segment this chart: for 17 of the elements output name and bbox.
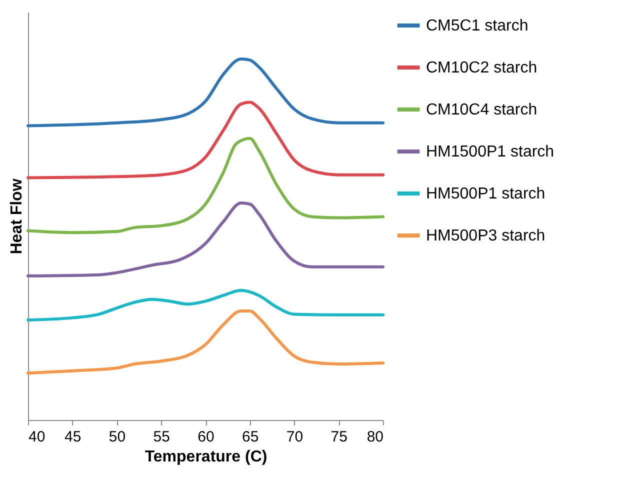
x-tick-label: 60 xyxy=(198,428,214,446)
x-tick-label: 65 xyxy=(242,428,259,446)
x-tick-label: 80 xyxy=(366,428,384,446)
legend-label: HM500P3 starch xyxy=(426,228,546,244)
x-tick-label: 50 xyxy=(108,428,126,446)
legend-label: CM5C1 starch xyxy=(426,18,528,34)
x-tick-label: 40 xyxy=(28,428,46,446)
y-axis-title: Heat Flow xyxy=(8,178,26,254)
x-tick-label: 45 xyxy=(64,428,82,446)
legend-label: HM500P1 starch xyxy=(426,186,546,202)
x-tick-label: 70 xyxy=(286,428,304,446)
legend-label: CM10C2 starch xyxy=(426,60,538,76)
x-tick-label: 75 xyxy=(330,428,348,446)
legend-label: HM1500P1 starch xyxy=(426,144,554,160)
legend-label: CM10C4 starch xyxy=(426,102,538,118)
x-axis-title: Temperature (C) xyxy=(144,448,268,466)
x-tick-label: 55 xyxy=(153,428,170,446)
